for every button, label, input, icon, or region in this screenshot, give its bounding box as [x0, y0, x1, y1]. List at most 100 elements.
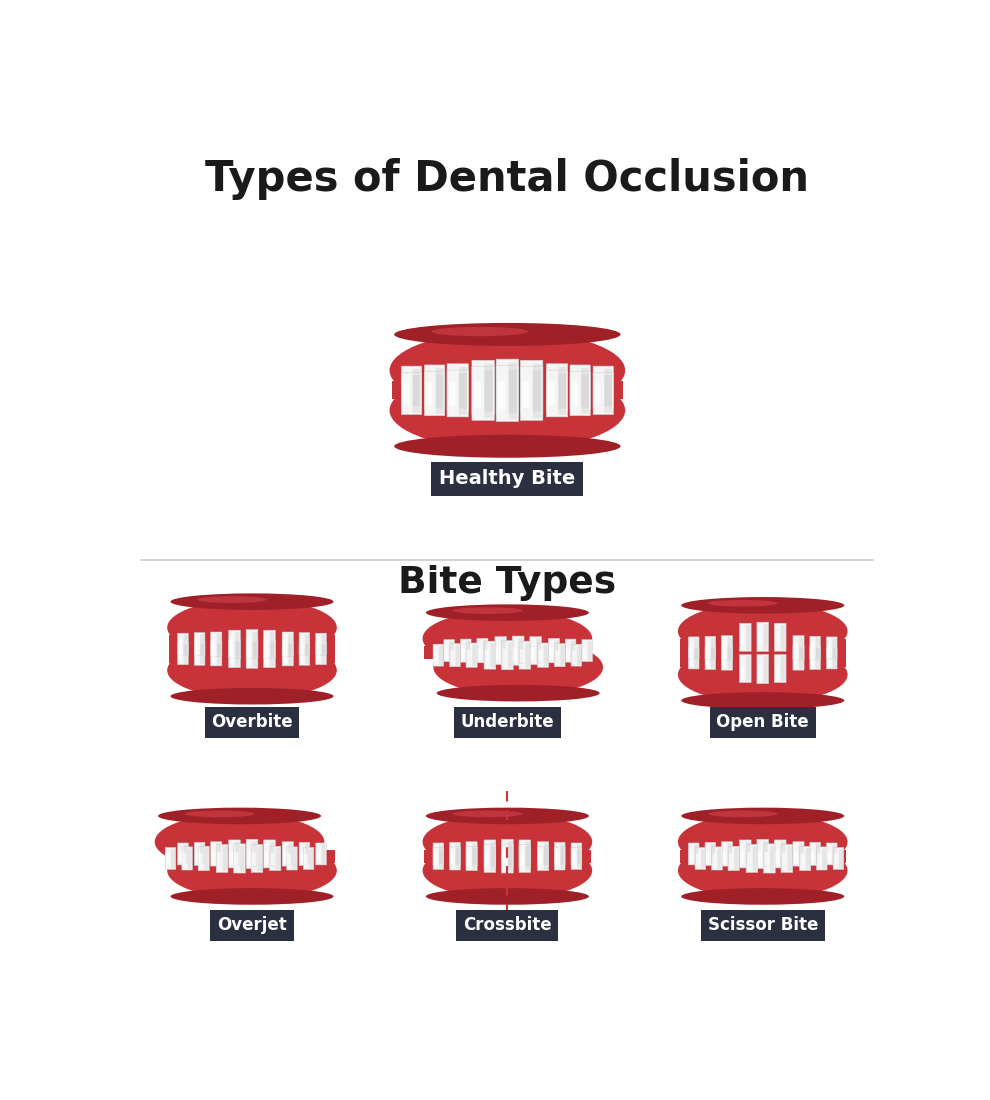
FancyBboxPatch shape — [200, 644, 204, 664]
FancyBboxPatch shape — [722, 646, 733, 670]
FancyBboxPatch shape — [458, 373, 467, 415]
FancyBboxPatch shape — [299, 843, 310, 866]
FancyBboxPatch shape — [581, 367, 589, 407]
FancyBboxPatch shape — [270, 842, 274, 867]
FancyBboxPatch shape — [706, 851, 709, 862]
FancyBboxPatch shape — [264, 651, 268, 664]
FancyBboxPatch shape — [269, 846, 281, 870]
FancyBboxPatch shape — [572, 383, 578, 404]
FancyBboxPatch shape — [781, 842, 785, 867]
Ellipse shape — [426, 807, 589, 824]
FancyBboxPatch shape — [252, 842, 257, 867]
FancyBboxPatch shape — [484, 370, 493, 418]
FancyBboxPatch shape — [526, 644, 530, 668]
FancyBboxPatch shape — [833, 638, 837, 658]
FancyBboxPatch shape — [801, 854, 804, 865]
FancyBboxPatch shape — [828, 851, 831, 862]
FancyBboxPatch shape — [455, 844, 459, 865]
FancyBboxPatch shape — [466, 846, 477, 870]
FancyBboxPatch shape — [495, 637, 507, 664]
FancyBboxPatch shape — [520, 649, 524, 663]
FancyBboxPatch shape — [689, 644, 693, 653]
FancyBboxPatch shape — [177, 634, 188, 656]
FancyBboxPatch shape — [696, 854, 699, 865]
FancyBboxPatch shape — [195, 639, 198, 650]
FancyBboxPatch shape — [757, 654, 768, 683]
FancyBboxPatch shape — [217, 844, 221, 865]
FancyBboxPatch shape — [763, 624, 768, 650]
FancyBboxPatch shape — [178, 639, 182, 650]
FancyBboxPatch shape — [722, 636, 733, 660]
FancyBboxPatch shape — [740, 840, 751, 868]
FancyBboxPatch shape — [212, 639, 215, 651]
FancyBboxPatch shape — [449, 644, 460, 667]
FancyBboxPatch shape — [413, 368, 421, 406]
FancyBboxPatch shape — [723, 851, 726, 864]
FancyBboxPatch shape — [447, 370, 468, 417]
FancyBboxPatch shape — [560, 848, 564, 869]
FancyBboxPatch shape — [287, 854, 291, 865]
FancyBboxPatch shape — [283, 639, 286, 651]
Ellipse shape — [678, 603, 847, 660]
FancyBboxPatch shape — [521, 366, 543, 420]
FancyBboxPatch shape — [794, 642, 797, 654]
FancyBboxPatch shape — [546, 370, 567, 417]
Text: Underbite: Underbite — [460, 713, 554, 732]
FancyBboxPatch shape — [747, 852, 750, 866]
FancyBboxPatch shape — [403, 383, 409, 404]
FancyBboxPatch shape — [548, 383, 554, 406]
FancyBboxPatch shape — [212, 651, 215, 663]
FancyBboxPatch shape — [745, 625, 750, 650]
Text: Overbite: Overbite — [211, 713, 293, 732]
FancyBboxPatch shape — [166, 854, 169, 865]
FancyBboxPatch shape — [448, 382, 455, 405]
FancyBboxPatch shape — [496, 359, 519, 416]
FancyBboxPatch shape — [455, 645, 459, 665]
FancyBboxPatch shape — [484, 364, 493, 411]
FancyBboxPatch shape — [728, 648, 732, 669]
FancyBboxPatch shape — [252, 641, 257, 667]
FancyBboxPatch shape — [305, 844, 309, 865]
FancyBboxPatch shape — [235, 852, 239, 867]
Bar — [392, 382, 623, 399]
FancyBboxPatch shape — [711, 648, 715, 669]
FancyBboxPatch shape — [816, 638, 820, 659]
FancyBboxPatch shape — [467, 854, 470, 865]
FancyBboxPatch shape — [794, 851, 797, 864]
FancyBboxPatch shape — [282, 632, 293, 657]
FancyBboxPatch shape — [472, 366, 494, 420]
FancyBboxPatch shape — [593, 366, 614, 408]
FancyBboxPatch shape — [177, 642, 188, 664]
FancyBboxPatch shape — [531, 648, 535, 661]
FancyBboxPatch shape — [503, 649, 506, 663]
Text: Overjet: Overjet — [217, 916, 287, 935]
FancyBboxPatch shape — [300, 639, 303, 650]
FancyBboxPatch shape — [782, 852, 786, 866]
FancyBboxPatch shape — [236, 842, 240, 867]
FancyBboxPatch shape — [787, 846, 792, 871]
FancyBboxPatch shape — [508, 846, 513, 871]
Ellipse shape — [678, 646, 847, 703]
FancyBboxPatch shape — [217, 634, 221, 656]
FancyBboxPatch shape — [817, 847, 827, 870]
FancyBboxPatch shape — [198, 846, 209, 870]
FancyBboxPatch shape — [595, 383, 601, 404]
FancyBboxPatch shape — [194, 642, 205, 666]
FancyBboxPatch shape — [317, 851, 320, 862]
FancyBboxPatch shape — [195, 851, 198, 862]
FancyBboxPatch shape — [816, 648, 820, 669]
FancyBboxPatch shape — [304, 854, 308, 865]
FancyBboxPatch shape — [694, 638, 698, 658]
FancyBboxPatch shape — [695, 847, 706, 869]
FancyBboxPatch shape — [735, 848, 739, 869]
FancyBboxPatch shape — [234, 844, 246, 873]
Ellipse shape — [708, 600, 778, 606]
FancyBboxPatch shape — [485, 852, 489, 866]
FancyBboxPatch shape — [303, 847, 314, 869]
FancyBboxPatch shape — [689, 851, 693, 862]
FancyBboxPatch shape — [793, 842, 804, 866]
Ellipse shape — [681, 597, 844, 614]
FancyBboxPatch shape — [299, 642, 310, 666]
FancyBboxPatch shape — [706, 656, 709, 667]
FancyBboxPatch shape — [571, 645, 582, 667]
